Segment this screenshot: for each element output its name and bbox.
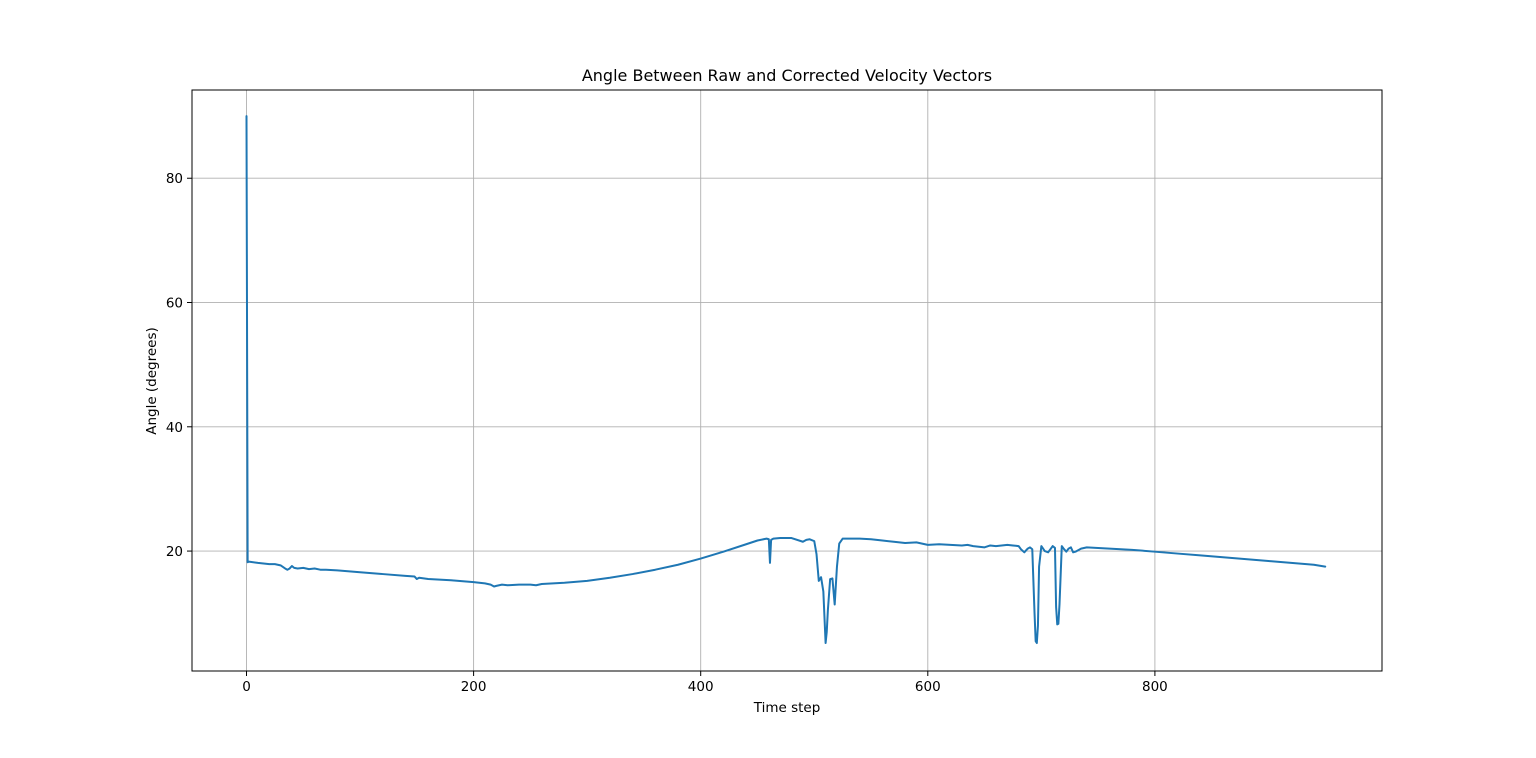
x-tick-label: 800 [1142, 679, 1168, 695]
y-tick-label: 80 [166, 171, 183, 187]
x-tick-label: 600 [915, 679, 941, 695]
series-layer [245, 115, 1327, 645]
x-tick-label: 400 [688, 679, 714, 695]
x-axis-label: Time step [753, 700, 821, 716]
x-tick-label: 0 [242, 679, 251, 695]
plot-frame [191, 89, 1383, 672]
x-tick-label: 200 [461, 679, 487, 695]
y-axis-label: Angle (degrees) [144, 327, 160, 435]
y-tick-label: 40 [166, 420, 183, 436]
gridlines [192, 90, 1382, 671]
chart-title: Angle Between Raw and Corrected Velocity… [582, 66, 992, 85]
y-tick-label: 20 [166, 544, 183, 560]
axis-ticks: 0 200 400 600 800 20 40 60 80 [166, 171, 1168, 695]
series-line [245, 115, 1327, 645]
y-tick-label: 60 [166, 296, 183, 312]
